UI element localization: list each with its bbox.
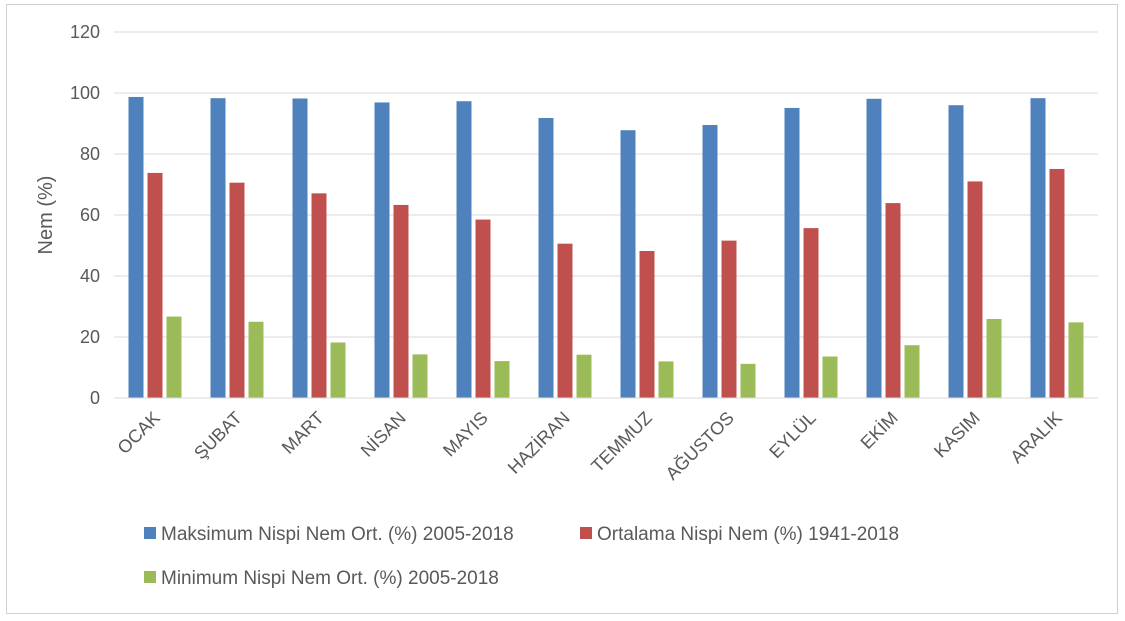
bar-2-eki̇m [885, 203, 901, 398]
category-label: EKİM [857, 408, 902, 453]
y-tick-label: 120 [70, 22, 100, 42]
bar-2-kasim [967, 181, 983, 398]
bar-1-ni̇san [374, 102, 390, 398]
bar-1-eylül [784, 107, 800, 398]
category-label: MART [278, 408, 328, 458]
bar-2-ni̇san [393, 204, 409, 398]
bar-3-kasim [986, 319, 1002, 398]
legend-label: Ortalama Nispi Nem (%) 1941-2018 [597, 524, 899, 545]
bar-3-aralik [1068, 322, 1084, 398]
legend-label: Minimum Nispi Nem Ort. (%) 2005-2018 [161, 568, 499, 589]
bar-3-eki̇m [904, 345, 920, 398]
y-tick-label: 0 [90, 388, 100, 408]
bar-3-hazi̇ran [576, 354, 592, 398]
bar-1-mayis [456, 101, 472, 399]
bar-2-mayis [475, 219, 491, 398]
bar-1-eki̇m [866, 98, 882, 399]
bar-1-kasim [948, 105, 964, 398]
category-label: ŞUBAT [190, 408, 246, 464]
category-label: NİSAN [357, 408, 410, 461]
bar-2-ocak [147, 172, 163, 398]
bar-2-eylül [803, 228, 819, 398]
legend-label: Maksimum Nispi Nem Ort. (%) 2005-2018 [161, 524, 514, 545]
y-tick-label: 20 [80, 327, 100, 347]
legend-swatch [580, 527, 592, 539]
y-tick-label: 100 [70, 83, 100, 103]
category-label: MAYIS [439, 408, 492, 461]
legend: Maksimum Nispi Nem Ort. (%) 2005-2018 Ort… [144, 524, 899, 589]
bar-1-ağustos [702, 125, 718, 399]
y-axis-ticks: 0 20 40 60 80 100 120 [70, 22, 100, 408]
bar-1-ocak [128, 96, 144, 398]
category-label: TEMMUZ [587, 408, 656, 477]
bar-3-temmuz [658, 361, 674, 398]
y-tick-label: 60 [80, 205, 100, 225]
bar-3-ni̇san [412, 354, 428, 398]
bar-3-mart [330, 342, 346, 398]
bar-1-mart [292, 98, 308, 399]
bar-2-temmuz [639, 250, 655, 398]
category-label: HAZİRAN [504, 408, 574, 478]
bar-3-ağustos [740, 363, 756, 398]
category-label: AĞUSTOS [661, 407, 738, 484]
bar-2-aralik [1049, 168, 1065, 398]
bars [128, 96, 1084, 399]
bar-3-ocak [166, 316, 182, 398]
y-tick-label: 40 [80, 266, 100, 286]
bar-2-ağustos [721, 240, 737, 398]
category-label: OCAK [114, 408, 164, 458]
bar-2-şubat [229, 182, 245, 398]
category-label: KASIM [930, 408, 984, 462]
legend-swatch [144, 571, 156, 583]
bar-1-hazi̇ran [538, 118, 554, 398]
y-axis-label: Nem (%) [35, 176, 57, 255]
bar-1-şubat [210, 98, 226, 398]
category-label: EYLÜL [765, 408, 819, 462]
bar-1-aralik [1030, 98, 1046, 398]
category-labels: OCAK ŞUBAT MART NİSAN MAYIS HAZİRAN TEMMUZ AĞUS… [114, 407, 1066, 484]
bar-3-şubat [248, 321, 264, 398]
bar-1-temmuz [620, 130, 636, 398]
bar-3-mayis [494, 361, 510, 398]
bar-2-mart [311, 193, 327, 398]
legend-swatch [144, 527, 156, 539]
bar-3-eylül [822, 356, 838, 398]
category-label: ARALIK [1006, 408, 1065, 467]
y-tick-label: 80 [80, 144, 100, 164]
grid-lines [114, 31, 1098, 338]
bar-2-hazi̇ran [557, 243, 573, 398]
